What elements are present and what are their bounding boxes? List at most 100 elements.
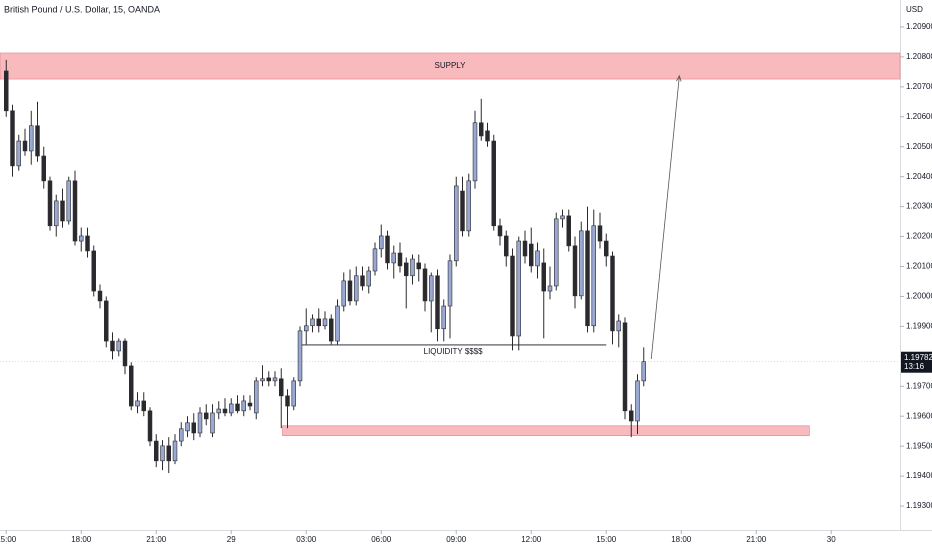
candle-body <box>472 122 478 182</box>
candle-body <box>291 380 296 407</box>
candle-body <box>604 240 609 257</box>
y-tick-label: 1.20900 <box>906 22 932 31</box>
candle-body <box>610 255 615 332</box>
candle-body <box>235 403 240 412</box>
candle-body <box>485 130 490 142</box>
y-tick-label: 1.20100 <box>906 262 932 271</box>
candle-body <box>379 235 384 250</box>
candle-body <box>191 422 196 434</box>
candle-body <box>166 445 171 462</box>
candle-body <box>422 268 428 302</box>
x-tick-label: 03:00 <box>296 535 317 544</box>
y-tick-label: 1.19300 <box>906 501 932 510</box>
last-price-label: 1.19782 <box>904 353 932 362</box>
candle-body <box>572 245 578 297</box>
candle-body <box>510 255 515 337</box>
candle-body <box>372 248 378 272</box>
candle-body <box>454 185 459 262</box>
y-tick-label: 1.20600 <box>906 112 932 121</box>
candle-body <box>72 180 78 242</box>
candle-body <box>460 190 465 232</box>
candle-body <box>41 155 46 182</box>
x-tick-label: 21:00 <box>146 535 167 544</box>
candle-body <box>85 235 90 252</box>
candle-body <box>241 400 246 412</box>
arrow-head <box>676 74 682 82</box>
x-tick-label: 15:00 <box>0 535 17 544</box>
countdown-label: 13:16 <box>904 362 925 371</box>
y-tick-label: 1.19900 <box>906 321 932 330</box>
candle-body <box>272 377 278 382</box>
candle-body <box>35 125 40 157</box>
candle-body <box>410 258 415 277</box>
candle-body <box>316 318 321 327</box>
y-tick-label: 1.19500 <box>906 441 932 450</box>
y-tick-label: 1.19700 <box>906 381 932 390</box>
liquidity-label: LIQUIDITY $$$$ <box>424 347 484 356</box>
candle-body <box>110 340 115 352</box>
candle-body <box>285 395 290 407</box>
candle-body <box>66 180 71 222</box>
zone-label: SUPPLY <box>435 61 467 70</box>
candle-body <box>322 318 328 327</box>
candle-body <box>22 140 28 152</box>
candle-body <box>172 440 178 462</box>
candle-body <box>197 412 203 434</box>
candle-body <box>216 408 221 414</box>
x-tick-label: 12:00 <box>521 535 542 544</box>
candle-body <box>522 240 528 257</box>
candle-body <box>135 400 140 407</box>
candle-body <box>585 230 590 327</box>
candle-body <box>254 380 259 414</box>
x-tick-label: 29 <box>227 535 236 544</box>
candle-body <box>54 200 59 227</box>
candle-body <box>147 410 153 442</box>
candle-body <box>360 275 365 287</box>
candle-body <box>479 122 484 137</box>
candle-body <box>4 70 9 112</box>
candle-body <box>154 440 159 462</box>
candle-body <box>329 318 334 342</box>
candle-body <box>297 330 303 382</box>
candle-body <box>222 408 228 414</box>
y-tick-label: 1.20300 <box>906 202 932 211</box>
chart-title: British Pound / U.S. Dollar, 15, OANDA <box>4 4 160 14</box>
y-axis-unit: USD <box>906 5 923 14</box>
last-price-box <box>901 351 932 373</box>
candle-body <box>260 378 265 382</box>
candle-body <box>60 200 65 222</box>
candle-body <box>635 380 640 422</box>
candle-body <box>560 215 565 220</box>
candle-body <box>429 275 434 302</box>
candle-body <box>641 361 646 382</box>
candle-body <box>341 280 346 307</box>
candle-body <box>279 378 284 397</box>
zone <box>282 425 810 436</box>
x-tick-label: 09:00 <box>446 535 467 544</box>
arrow-line <box>650 75 680 360</box>
candle-body <box>79 235 84 242</box>
candle-body <box>104 300 109 342</box>
candle-body <box>91 250 96 292</box>
x-tick-label: 06:00 <box>371 535 392 544</box>
candle-body <box>554 218 559 287</box>
candle-body <box>535 250 540 267</box>
candle-body <box>391 252 396 264</box>
candle-body <box>504 235 509 257</box>
candle-body <box>310 318 315 327</box>
candle-body <box>447 260 453 307</box>
candle-body <box>210 412 215 434</box>
x-tick-label: 18:00 <box>71 535 92 544</box>
candle-body <box>385 235 390 264</box>
candle-body <box>416 262 421 270</box>
candle-body <box>179 428 184 442</box>
candle-body <box>10 110 15 167</box>
candle-body <box>354 275 359 302</box>
candle-body <box>347 280 353 302</box>
y-tick-label: 1.20700 <box>906 82 932 91</box>
candle-body <box>404 262 409 277</box>
candle-body <box>597 225 603 242</box>
candle-body <box>366 270 371 287</box>
